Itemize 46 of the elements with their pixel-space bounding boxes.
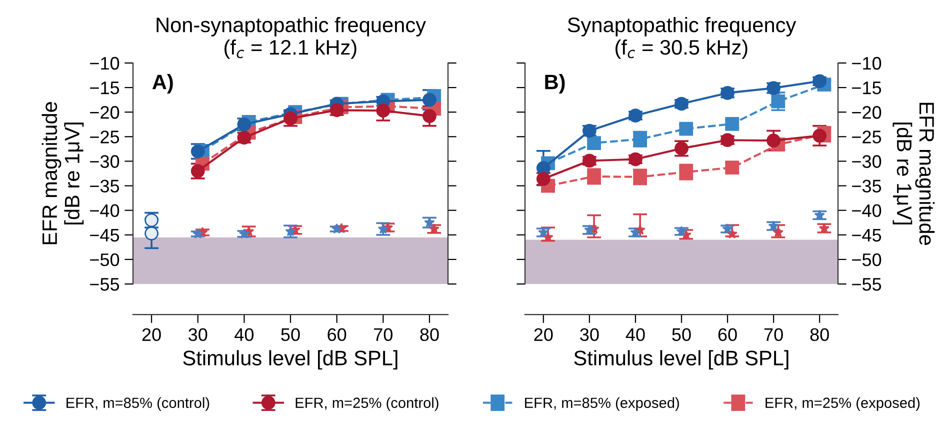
chart-title: Synaptopathic frequency (f$_{c}$ = 30.5 kHz) bbox=[568, 16, 796, 59]
x-tick-label: 20 bbox=[142, 328, 161, 342]
x-tick-label: 30 bbox=[188, 328, 208, 342]
legend-label: EFR, m=85% (control) bbox=[66, 397, 210, 411]
x-tick-label: 40 bbox=[234, 328, 254, 342]
y-tick-label: −30 bbox=[90, 155, 120, 168]
y-tick-label: −40 bbox=[852, 204, 882, 218]
y-tick-label: −55 bbox=[852, 278, 882, 291]
legend-label: EFR, m=25% (exposed) bbox=[766, 397, 920, 411]
x-axis-title: Stimulus level [dB SPL] bbox=[574, 350, 788, 370]
y-tick-label: −40 bbox=[90, 204, 120, 218]
chart-title: Non-synaptopathic frequency (f$_{c}$ = 12.1 kHz) bbox=[156, 16, 426, 59]
y-tick-label: −25 bbox=[852, 130, 882, 144]
x-tick-label: 80 bbox=[810, 328, 829, 342]
y-axis-title: EFR magnitude [dB re 1μV] bbox=[892, 102, 935, 245]
y-tick-label: −45 bbox=[90, 229, 120, 242]
x-tick-label: 70 bbox=[764, 328, 783, 342]
x-tick-label: 40 bbox=[626, 328, 645, 342]
y-axis-title: EFR magnitude [dB re 1μV] bbox=[42, 102, 84, 244]
y-tick-label: −25 bbox=[90, 130, 120, 144]
annotation: B) bbox=[545, 74, 565, 94]
legend-label: EFR, m=85% (exposed) bbox=[525, 397, 679, 411]
y-tick-label: −35 bbox=[852, 180, 882, 192]
y-tick-label: −30 bbox=[852, 155, 882, 168]
annotation: A) bbox=[152, 74, 173, 94]
x-tick-label: 80 bbox=[420, 328, 439, 342]
y-tick-label: −45 bbox=[852, 229, 882, 242]
y-tick-label: −50 bbox=[852, 253, 882, 266]
y-tick-label: −20 bbox=[90, 106, 120, 119]
y-tick-label: −15 bbox=[90, 82, 120, 94]
y-tick-label: −55 bbox=[90, 278, 120, 291]
legend-label: EFR, m=25% (control) bbox=[296, 397, 438, 411]
y-tick-label: −35 bbox=[90, 180, 120, 192]
y-tick-label: −20 bbox=[852, 106, 882, 119]
x-tick-label: 20 bbox=[534, 328, 553, 342]
y-tick-label: −50 bbox=[90, 253, 120, 266]
y-tick-label: −10 bbox=[90, 56, 120, 70]
x-tick-label: 50 bbox=[281, 328, 300, 342]
x-tick-label: 30 bbox=[580, 328, 599, 342]
y-tick-label: −15 bbox=[852, 82, 882, 94]
x-tick-label: 60 bbox=[718, 328, 737, 342]
x-tick-label: 70 bbox=[374, 328, 392, 342]
x-tick-label: 50 bbox=[672, 328, 691, 342]
y-tick-label: −10 bbox=[852, 56, 882, 70]
x-axis-title: Stimulus level [dB SPL] bbox=[183, 350, 398, 370]
x-tick-label: 60 bbox=[328, 328, 346, 342]
